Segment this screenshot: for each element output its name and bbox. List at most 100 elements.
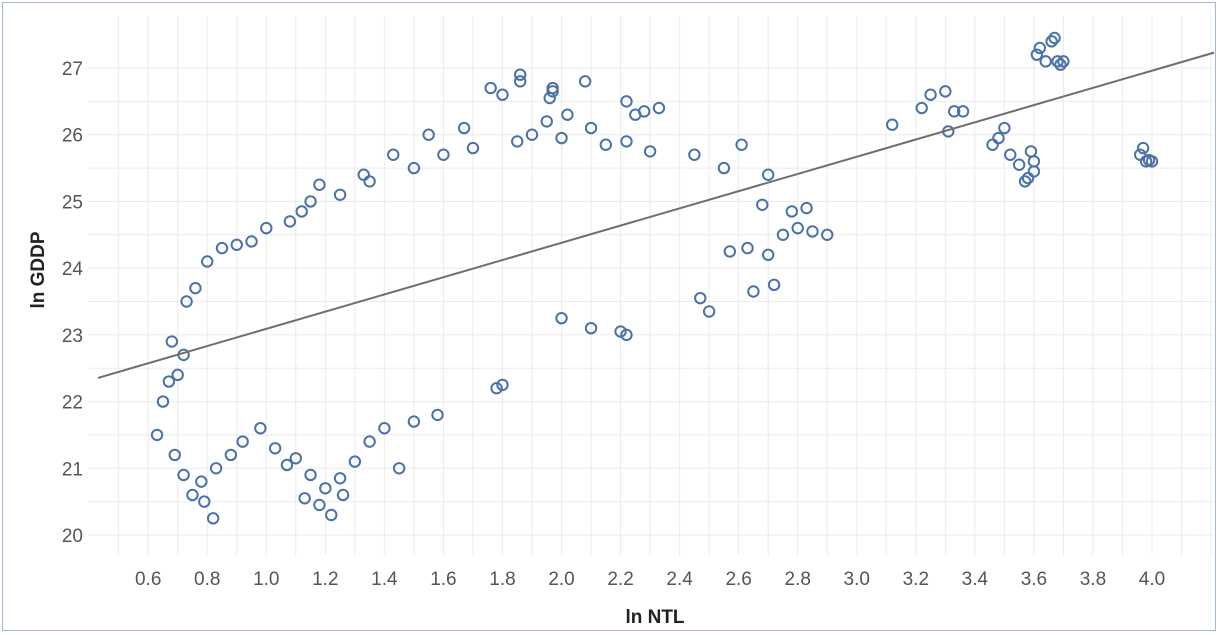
data-point (195, 475, 208, 488)
data-point (513, 75, 527, 88)
data-point (268, 442, 282, 455)
data-point (761, 248, 775, 262)
data-point (363, 435, 376, 448)
data-point (378, 422, 391, 435)
data-point (543, 91, 556, 105)
data-point (283, 215, 297, 228)
data-point (1051, 55, 1064, 68)
data-point (201, 255, 214, 268)
data-point (189, 281, 202, 295)
data-point (254, 422, 267, 435)
data-point (260, 221, 273, 235)
data-point (348, 455, 362, 468)
x-tick-label: 3.2 (903, 569, 929, 590)
data-point (915, 101, 928, 115)
data-point (289, 452, 303, 465)
y-tick-label: 22 (62, 393, 83, 414)
data-point (162, 375, 176, 388)
data-point (457, 121, 471, 135)
data-point (1033, 41, 1047, 55)
data-point (956, 105, 970, 118)
y-axis-title: ln GDDP (28, 231, 49, 308)
data-point (1018, 175, 1032, 188)
data-point (1048, 31, 1061, 45)
data-point (584, 321, 598, 335)
data-point (407, 161, 421, 175)
data-point (431, 408, 444, 422)
data-point (584, 121, 598, 135)
data-point (747, 285, 760, 298)
data-point (198, 495, 211, 508)
x-tick-label: 1.0 (253, 569, 279, 590)
data-point (637, 105, 651, 118)
data-point (298, 492, 311, 505)
data-point (333, 472, 347, 485)
data-point (295, 205, 308, 218)
data-point (1136, 141, 1150, 155)
data-point (215, 241, 229, 255)
data-points (150, 31, 1159, 525)
x-tick-label: 1.4 (371, 569, 398, 590)
data-point (924, 88, 937, 101)
data-point (392, 462, 406, 475)
x-tick-label: 2.4 (666, 569, 693, 590)
data-point (620, 328, 633, 342)
x-tick-label: 1.8 (489, 569, 515, 590)
data-point (555, 131, 568, 145)
data-point (741, 241, 754, 255)
data-point (947, 105, 961, 118)
data-point (357, 168, 370, 181)
data-point (1145, 155, 1159, 168)
data-point (561, 108, 574, 121)
y-tick-label: 24 (62, 259, 84, 280)
data-point (422, 128, 435, 141)
data-point (620, 95, 633, 108)
data-point (555, 311, 568, 325)
data-point (177, 468, 190, 482)
data-point (168, 448, 181, 462)
data-point (1027, 155, 1041, 168)
data-point (806, 225, 819, 238)
x-tick-label: 2.0 (548, 569, 574, 590)
x-tick-label: 2.6 (725, 569, 751, 590)
data-point (484, 81, 497, 95)
data-point (313, 498, 326, 512)
y-tick-label: 23 (62, 326, 83, 347)
data-point (1045, 35, 1058, 48)
grid (88, 16, 1214, 555)
x-tick-label: 3.8 (1080, 569, 1106, 590)
data-point (336, 488, 350, 502)
data-point (643, 145, 657, 158)
data-point (245, 235, 258, 248)
data-point (209, 462, 223, 475)
data-point (688, 148, 701, 161)
data-point (165, 335, 179, 348)
data-point (387, 148, 400, 161)
data-point (525, 128, 539, 141)
data-point (800, 201, 813, 215)
data-point (363, 175, 376, 188)
data-point (1012, 158, 1026, 171)
y-tick-label: 20 (62, 526, 83, 547)
data-point (1024, 145, 1038, 158)
data-point (620, 135, 633, 148)
data-point (785, 205, 799, 218)
data-point (821, 228, 834, 241)
x-tick-label: 2.8 (785, 569, 811, 590)
x-tick-label: 0.8 (194, 569, 220, 590)
data-point (513, 68, 527, 81)
data-point (437, 148, 450, 161)
y-tick-label: 26 (62, 126, 83, 147)
data-point (885, 118, 899, 131)
data-point (304, 468, 317, 482)
data-point (694, 291, 707, 305)
data-point (496, 88, 509, 101)
x-tick-label: 4.0 (1139, 569, 1165, 590)
data-point (939, 85, 952, 98)
data-point (224, 448, 238, 462)
data-point (313, 178, 326, 191)
y-tick-label: 21 (62, 459, 83, 480)
data-point (180, 295, 193, 308)
